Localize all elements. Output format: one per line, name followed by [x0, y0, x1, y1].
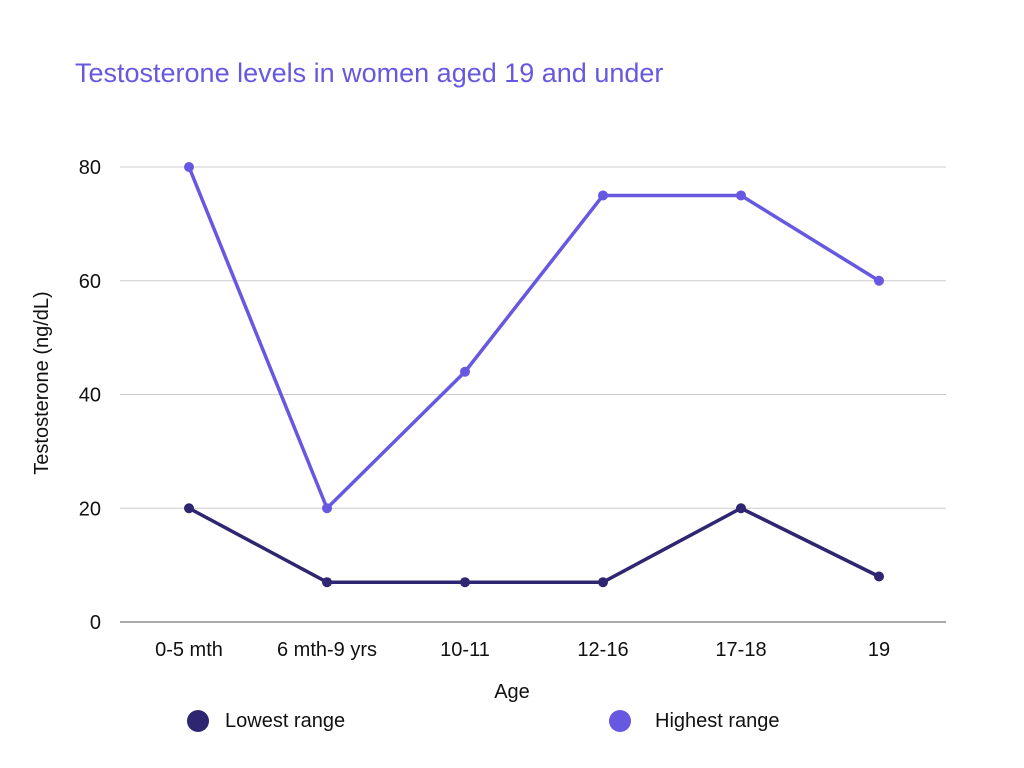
data-point[interactable] — [322, 503, 332, 514]
data-point[interactable] — [460, 366, 470, 377]
y-tick-label: 0 — [90, 612, 101, 634]
legend: Lowest range Highest range — [0, 706, 1024, 736]
legend-item-lowest[interactable]: Lowest range — [187, 706, 345, 736]
x-tick-label: 10-11 — [440, 639, 490, 661]
data-point[interactable] — [322, 577, 332, 588]
data-point[interactable] — [736, 190, 746, 201]
data-point[interactable] — [736, 503, 746, 514]
series-highest-range — [184, 162, 884, 514]
data-point[interactable] — [874, 571, 884, 582]
series-lowest-range — [184, 503, 884, 588]
data-point[interactable] — [184, 162, 194, 172]
legend-marker-lowest — [187, 710, 209, 732]
x-tick-label: 17-18 — [715, 639, 766, 661]
legend-label-highest: Highest range — [655, 709, 780, 732]
data-point[interactable] — [460, 577, 470, 588]
series-line — [187, 506, 881, 584]
y-tick-label: 20 — [79, 498, 101, 520]
series-line — [187, 165, 881, 510]
x-tick-label: 6 mth-9 yrs — [277, 639, 377, 661]
x-tick-label: 19 — [868, 639, 890, 661]
legend-label-lowest: Lowest range — [225, 709, 346, 732]
y-tick-label: 40 — [79, 385, 101, 407]
y-axis-ticks: 0 20 40 60 80 — [79, 157, 101, 634]
grid-layer — [120, 166, 946, 623]
x-axis-ticks: 0-5 mth 6 mth-9 yrs 10-11 12-16 17-18 19 — [155, 639, 890, 661]
data-point[interactable] — [184, 503, 194, 514]
series-layer — [184, 162, 884, 588]
y-tick-label: 80 — [79, 157, 101, 179]
data-point[interactable] — [598, 577, 608, 588]
chart-title: Testosterone levels in women aged 19 and… — [75, 58, 664, 88]
y-axis-title: Testosterone (ng/dL) — [31, 291, 53, 474]
legend-item-highest[interactable]: Highest range — [609, 706, 780, 736]
legend-marker-highest — [609, 710, 631, 732]
data-point[interactable] — [874, 275, 884, 286]
x-tick-label: 0-5 mth — [155, 639, 223, 661]
x-axis-title: Age — [494, 681, 530, 703]
x-tick-label: 12-16 — [577, 639, 628, 661]
y-tick-label: 60 — [79, 271, 101, 293]
data-point[interactable] — [598, 190, 608, 201]
